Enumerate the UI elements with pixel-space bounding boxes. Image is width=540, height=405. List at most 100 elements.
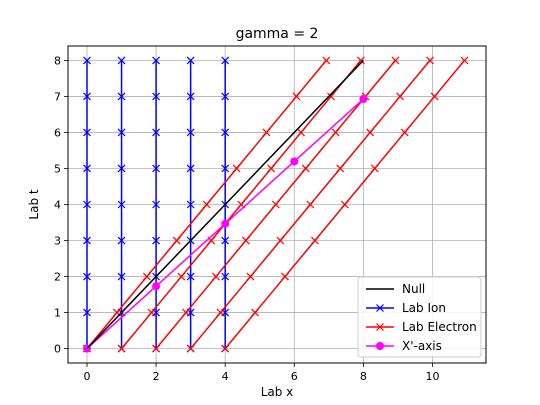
data-point [276,236,285,245]
data-point [182,308,190,317]
data-point [281,272,289,281]
data-point [186,128,195,137]
data-point [221,164,230,173]
data-point [177,272,186,281]
x-tick-label: 8 [360,370,367,383]
data-point [460,56,469,65]
y-tick-label: 5 [54,162,61,175]
x-tick-label: 4 [222,370,229,383]
legend: Null Lab Ion Lab Electron X'-axis [357,276,482,358]
legend-marker [376,342,384,350]
y-tick-label: 8 [54,54,61,67]
plot-data [83,56,469,353]
data-point [356,56,365,65]
y-tick-label: 7 [54,90,61,103]
data-point [232,164,241,173]
data-point [306,200,315,209]
data-point [221,272,230,281]
data-point [186,56,195,65]
data-point [396,92,404,101]
ticks: 0 2 4 6 8 10 0 1 2 3 4 5 6 7 8 [54,54,439,383]
data-point [359,95,368,104]
data-point [430,92,439,101]
data-point [186,164,195,173]
data-point [267,164,276,173]
legend-label: Lab Electron [402,320,477,334]
data-point [366,128,375,137]
y-tick-label: 1 [54,307,61,320]
data-point [262,128,271,137]
series-null [86,59,364,350]
data-point [331,128,340,137]
data-point [400,128,409,137]
legend-marker [376,304,384,312]
data-point [327,92,335,101]
x-axis-label: Lab x [261,385,294,399]
data-point [83,272,91,281]
data-point [301,164,310,173]
legend-label: Null [402,282,425,296]
data-point [221,92,230,101]
data-point [172,236,181,245]
data-point [336,164,345,173]
data-point [117,272,126,281]
data-point [251,308,260,317]
data-point [117,164,126,173]
data-point [83,236,91,245]
data-point [186,92,195,101]
series-lab-electron [83,56,469,353]
data-point [83,200,91,209]
data-point [311,236,319,245]
y-tick-label: 2 [54,271,61,284]
data-point [221,236,230,245]
data-point [152,92,161,101]
data-point [147,308,156,317]
data-point [83,92,91,101]
data-point [117,92,126,101]
data-point [292,92,301,101]
data-point [152,282,161,291]
data-point [117,200,126,209]
x-tick-label: 10 [425,370,439,383]
data-point [186,200,195,209]
data-point [221,219,230,228]
x-tick-label: 2 [153,370,160,383]
legend-label: X'-axis [402,339,442,353]
data-point [142,272,151,281]
data-point [152,128,161,137]
legend-marker [376,323,384,331]
data-point [322,56,331,65]
data-point [340,200,349,209]
data-point [117,56,126,65]
data-point [290,157,299,166]
data-point [221,344,230,353]
data-point [221,128,230,137]
data-point [216,308,225,317]
data-point [202,200,211,209]
data-point [211,272,220,281]
y-tick-label: 3 [54,235,61,248]
data-point [152,56,161,65]
y-tick-label: 0 [54,343,61,356]
data-point [152,200,161,209]
legend-label: Lab Ion [402,301,446,315]
data-point [117,236,126,245]
data-point [297,128,305,137]
x-tick-label: 6 [291,370,298,383]
data-point [152,236,161,245]
data-point [426,56,434,65]
data-point [152,344,161,353]
data-point [117,344,126,353]
y-tick-label: 6 [54,126,61,139]
data-point [83,128,91,137]
data-point [186,344,195,353]
chart-title: gamma = 2 [236,26,319,42]
data-point [117,128,126,137]
data-point [83,164,91,173]
x-tick-label: 0 [84,370,91,383]
series-line [86,59,364,350]
data-point [370,164,379,173]
legend-box [357,276,482,358]
y-axis-label: Lab t [27,189,41,219]
